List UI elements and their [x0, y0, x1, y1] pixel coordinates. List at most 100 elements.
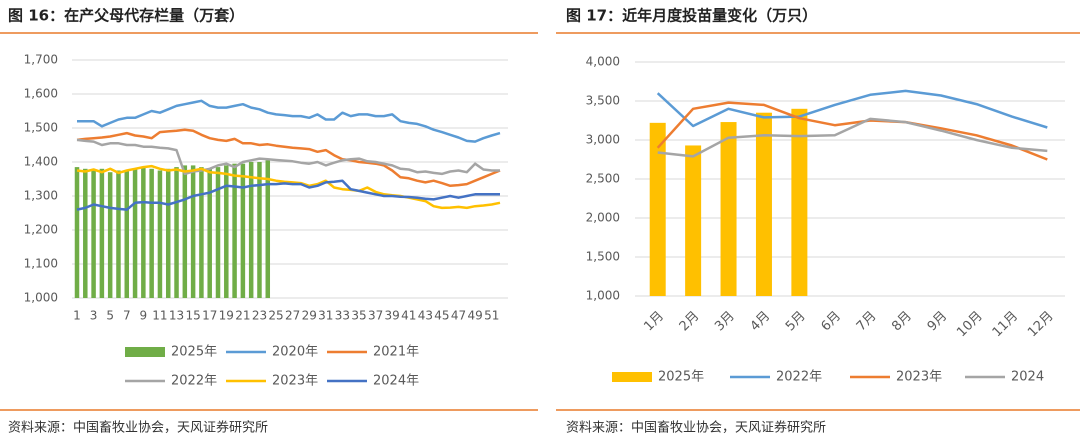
legend-label: 2025年: [171, 345, 217, 360]
y-tick-label: 2,000: [586, 211, 620, 225]
legend-label: 2020年: [272, 345, 318, 360]
x-tick-label: 5月: [783, 309, 809, 335]
x-tick-label: 19: [219, 309, 234, 323]
x-tick-label: 5: [106, 309, 114, 323]
x-tick-label: 39: [385, 309, 400, 323]
bar: [232, 163, 237, 298]
x-tick-label: 37: [368, 309, 383, 323]
x-tick-label: 41: [401, 309, 416, 323]
y-tick-label: 1,300: [24, 189, 58, 203]
line: [656, 89, 1048, 129]
y-tick-label: 3,500: [586, 94, 620, 108]
legend-label: 2023年: [272, 374, 318, 389]
y-tick-label: 1,200: [24, 223, 58, 237]
x-tick-label: 21: [235, 309, 250, 323]
legend-label: 2022年: [171, 374, 217, 389]
y-tick-label: 1,600: [24, 87, 58, 101]
legend-label: 2023年: [896, 370, 942, 385]
y-tick-label: 1,500: [24, 121, 58, 135]
x-tick-label: 31: [318, 309, 333, 323]
x-tick-label: 7: [123, 309, 131, 323]
legend-label: 2022年: [776, 370, 822, 385]
line: [657, 117, 1048, 158]
x-tick-label: 8月: [889, 309, 915, 335]
y-tick-label: 1,400: [24, 155, 58, 169]
bar: [755, 112, 772, 296]
bar: [215, 167, 221, 298]
line: [76, 138, 500, 176]
x-tick-label: 49: [467, 309, 482, 323]
bar: [141, 167, 146, 298]
bar: [199, 167, 204, 298]
x-tick-label: 7月: [854, 309, 880, 335]
bar: [116, 170, 121, 298]
x-tick-label: 29: [302, 309, 317, 323]
x-tick-label: 3: [90, 309, 98, 323]
bar: [107, 172, 113, 298]
y-tick-label: 4,000: [586, 55, 620, 69]
y-tick-label: 1,500: [586, 250, 620, 264]
bar: [83, 168, 88, 298]
bar: [174, 167, 179, 298]
bar: [685, 145, 702, 296]
x-tick-label: 11月: [990, 309, 1021, 340]
bar: [157, 170, 163, 298]
bar: [74, 167, 80, 298]
x-tick-label: 4月: [748, 309, 774, 335]
bar: [149, 168, 154, 298]
y-tick-label: 2,500: [586, 172, 620, 186]
legend-label: 2021年: [373, 345, 419, 360]
y-tick-label: 1,000: [586, 289, 620, 303]
x-tick-label: 9: [140, 309, 148, 323]
line: [76, 128, 501, 188]
line: [77, 99, 501, 143]
source: 资料来源：中国畜牧业协会，天风证券研究所: [8, 420, 268, 436]
bar: [91, 170, 96, 298]
x-tick-label: 35: [351, 309, 366, 323]
x-tick-label: 10月: [954, 309, 985, 340]
bar: [165, 168, 171, 298]
y-tick-label: 1,700: [24, 53, 58, 67]
x-tick-label: 23: [252, 309, 267, 323]
x-tick-label: 9月: [925, 309, 951, 335]
chart-title: 图 17：近年月度投苗量变化（万只）: [566, 7, 817, 25]
legend-label: 2024年: [373, 374, 419, 389]
x-tick-label: 45: [434, 309, 449, 323]
y-tick-label: 1,100: [24, 257, 58, 271]
legend-swatch: [125, 347, 165, 357]
chart-title: 图 16：在产父母代存栏量（万套）: [8, 7, 244, 25]
legend-label: 2025年: [658, 370, 704, 385]
y-tick-label: 3,000: [586, 133, 620, 147]
x-tick-label: 17: [202, 309, 217, 323]
bar: [257, 162, 262, 298]
x-tick-label: 15: [185, 309, 200, 323]
x-tick-label: 47: [451, 309, 466, 323]
y-tick-label: 1,000: [24, 291, 58, 305]
bar: [182, 165, 188, 298]
x-tick-label: 1月: [641, 309, 667, 335]
x-tick-label: 51: [484, 309, 499, 323]
bar: [207, 168, 212, 298]
bar: [248, 162, 254, 298]
bar: [124, 170, 130, 298]
x-tick-label: 43: [418, 309, 433, 323]
x-tick-label: 1: [73, 309, 81, 323]
x-tick-label: 13: [169, 309, 184, 323]
x-tick-label: 2月: [677, 309, 703, 335]
x-tick-label: 27: [285, 309, 300, 323]
bar: [791, 108, 808, 296]
bar: [265, 160, 271, 298]
x-tick-label: 12月: [1025, 309, 1056, 340]
bar: [224, 165, 229, 298]
legend-swatch: [612, 372, 652, 382]
bar: [99, 168, 105, 298]
line: [76, 179, 500, 211]
legend-label: 2024: [1011, 370, 1044, 385]
x-tick-label: 33: [335, 309, 350, 323]
bar: [132, 168, 138, 298]
bar: [649, 122, 666, 296]
bar: [720, 122, 737, 296]
bar: [240, 163, 246, 298]
x-tick-label: 25: [268, 309, 283, 323]
